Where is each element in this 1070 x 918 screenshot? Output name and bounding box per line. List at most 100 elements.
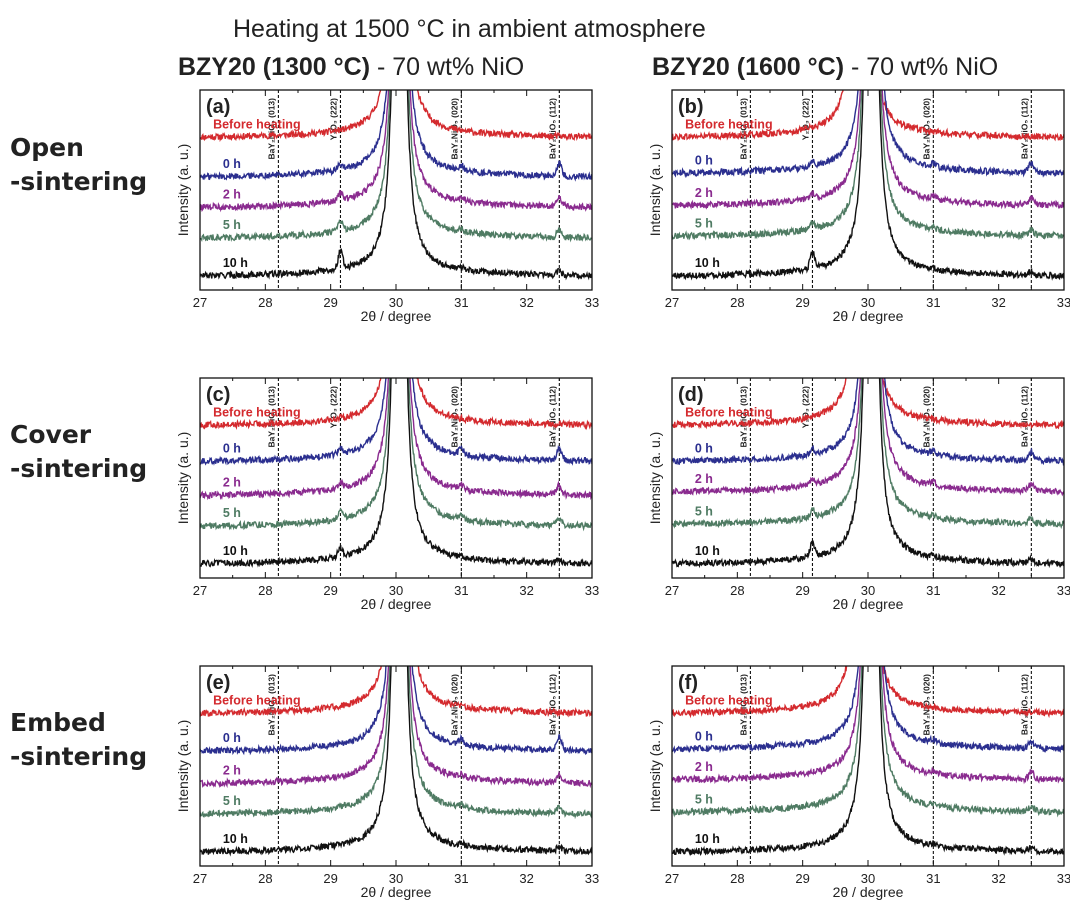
series-line	[200, 378, 592, 532]
y-axis-label: Intensity (a. u.)	[175, 144, 191, 237]
series-line	[672, 378, 1064, 569]
panel-label: (e)	[206, 672, 230, 694]
series-line	[672, 378, 1064, 530]
panel-label: (a)	[206, 96, 230, 118]
reference-line-label: BaY₂NiO₅ (112)	[1019, 386, 1029, 447]
column-title-right-bold: BZY20 (1600 °C)	[652, 53, 844, 81]
series-line	[672, 666, 1064, 719]
series-label: 10 h	[223, 544, 248, 558]
row-label-open: Open -sintering	[10, 133, 147, 196]
x-tick-label: 30	[389, 295, 403, 310]
series-label: 2 h	[223, 476, 241, 490]
series-line	[672, 90, 1064, 281]
x-tick-label: 32	[519, 583, 533, 598]
reference-line-label: BaY₂NiO₅ (112)	[547, 674, 557, 735]
reference-line-label: Y₂O₃ (222)	[800, 98, 810, 140]
series-label: 5 h	[695, 792, 713, 806]
row-label-embed-line2: -sintering	[10, 742, 147, 771]
panel-b: BaY₂NiO₅ (013) Y₂O₃ (222) BaY₂NiO₅ (020) Ba…	[647, 89, 1070, 324]
column-title-right: BZY20 (1600 °C) - 70 wt% NiO	[652, 53, 998, 81]
x-tick-label: 30	[389, 871, 403, 886]
x-tick-label: 28	[258, 295, 272, 310]
column-title-left-bold: BZY20 (1300 °C)	[178, 53, 370, 81]
series-label: 0 h	[695, 729, 713, 743]
x-tick-label: 32	[991, 871, 1005, 886]
x-tick-label: 29	[323, 583, 337, 598]
series-label: Before heating	[213, 117, 301, 131]
x-tick-label: 33	[585, 295, 599, 310]
series-line	[200, 90, 592, 243]
reference-line-label: BaY₂NiO₅ (112)	[1019, 674, 1029, 735]
series-label: 5 h	[695, 216, 713, 230]
series-label: 10 h	[223, 832, 248, 846]
series-line	[672, 90, 1064, 142]
series-line	[672, 666, 1064, 818]
series-line	[672, 378, 1064, 497]
reference-line-label: BaY₂NiO₅ (013)	[738, 674, 748, 736]
row-label-cover-line1: Cover	[10, 420, 92, 449]
series-label: 10 h	[695, 832, 720, 846]
series-line	[200, 666, 592, 857]
column-title-left-rest: - 70 wt% NiO	[370, 53, 524, 81]
column-title-right-rest: - 70 wt% NiO	[844, 53, 998, 81]
series-line	[672, 378, 1064, 430]
x-axis-label: 2θ / degree	[361, 884, 432, 900]
series-label: Before heating	[213, 693, 301, 707]
panel-label: (f)	[678, 672, 698, 694]
series-label: 10 h	[223, 256, 248, 270]
row-label-cover-line2: -sintering	[10, 454, 147, 483]
panel-d: BaY₂NiO₅ (013) Y₂O₃ (222) BaY₂NiO₅ (020) Ba…	[647, 377, 1070, 612]
reference-line-label: BaY₂NiO₅ (013)	[266, 386, 276, 448]
series-line	[200, 378, 592, 466]
x-tick-label: 27	[665, 295, 679, 310]
y-axis-label: Intensity (a. u.)	[175, 432, 191, 525]
reference-line-label: BaY₂NiO₅ (112)	[547, 386, 557, 447]
y-axis-label: Intensity (a. u.)	[647, 720, 663, 813]
reference-line-label: BaY₂NiO₅ (013)	[266, 98, 276, 160]
series-line	[200, 666, 592, 718]
panel-a: BaY₂NiO₅ (013) Y₂O₃ (222) BaY₂NiO₅ (020) Ba…	[175, 89, 599, 324]
series-line	[672, 90, 1064, 210]
series-label: Before heating	[685, 117, 773, 131]
panels: BaY₂NiO₅ (013) Y₂O₃ (222) BaY₂NiO₅ (020) Ba…	[175, 89, 1070, 900]
x-tick-label: 33	[585, 583, 599, 598]
panel-label: (c)	[206, 384, 230, 406]
series-label: 0 h	[695, 153, 713, 167]
x-tick-label: 32	[519, 871, 533, 886]
series-line	[200, 90, 592, 143]
series-label: 2 h	[695, 760, 713, 774]
series-line	[672, 666, 1064, 754]
panel-c: BaY₂NiO₅ (013) Y₂O₃ (222) BaY₂NiO₅ (020) Ba…	[175, 377, 599, 612]
reference-line-label: BaY₂NiO₅ (013)	[738, 98, 748, 160]
row-label-cover: Cover -sintering	[10, 420, 147, 483]
x-tick-label: 27	[193, 295, 207, 310]
panel-e: BaY₂NiO₅ (013) BaY₂NiO₅ (020) BaY₂NiO₅ (11…	[175, 665, 599, 900]
series-line	[200, 90, 592, 213]
series-line	[200, 666, 592, 756]
x-tick-label: 28	[730, 871, 744, 886]
reference-line-label: BaY₂NiO₅ (013)	[266, 674, 276, 736]
reference-line-label: Y₂O₃ (222)	[328, 386, 338, 428]
series-line	[200, 90, 592, 281]
series-label: 5 h	[223, 794, 241, 808]
x-tick-label: 29	[795, 295, 809, 310]
series-label: 5 h	[223, 506, 241, 520]
x-tick-label: 32	[991, 583, 1005, 598]
reference-line-label: BaY₂NiO₅ (112)	[547, 98, 557, 159]
x-tick-label: 29	[795, 583, 809, 598]
series-line	[200, 378, 592, 568]
y-axis-label: Intensity (a. u.)	[647, 144, 663, 237]
series-line	[200, 378, 592, 501]
row-label-open-line1: Open	[10, 133, 84, 162]
x-tick-label: 31	[454, 871, 468, 886]
x-tick-label: 27	[193, 871, 207, 886]
series-line	[672, 666, 1064, 785]
x-tick-label: 32	[991, 295, 1005, 310]
x-tick-label: 28	[730, 295, 744, 310]
row-label-embed-line1: Embed	[10, 708, 106, 737]
series-label: Before heating	[685, 405, 773, 419]
x-tick-label: 33	[1057, 871, 1070, 886]
figure-title: Heating at 1500 °C in ambient atmosphere	[233, 15, 706, 43]
series-label: 0 h	[223, 157, 241, 171]
x-tick-label: 31	[454, 295, 468, 310]
